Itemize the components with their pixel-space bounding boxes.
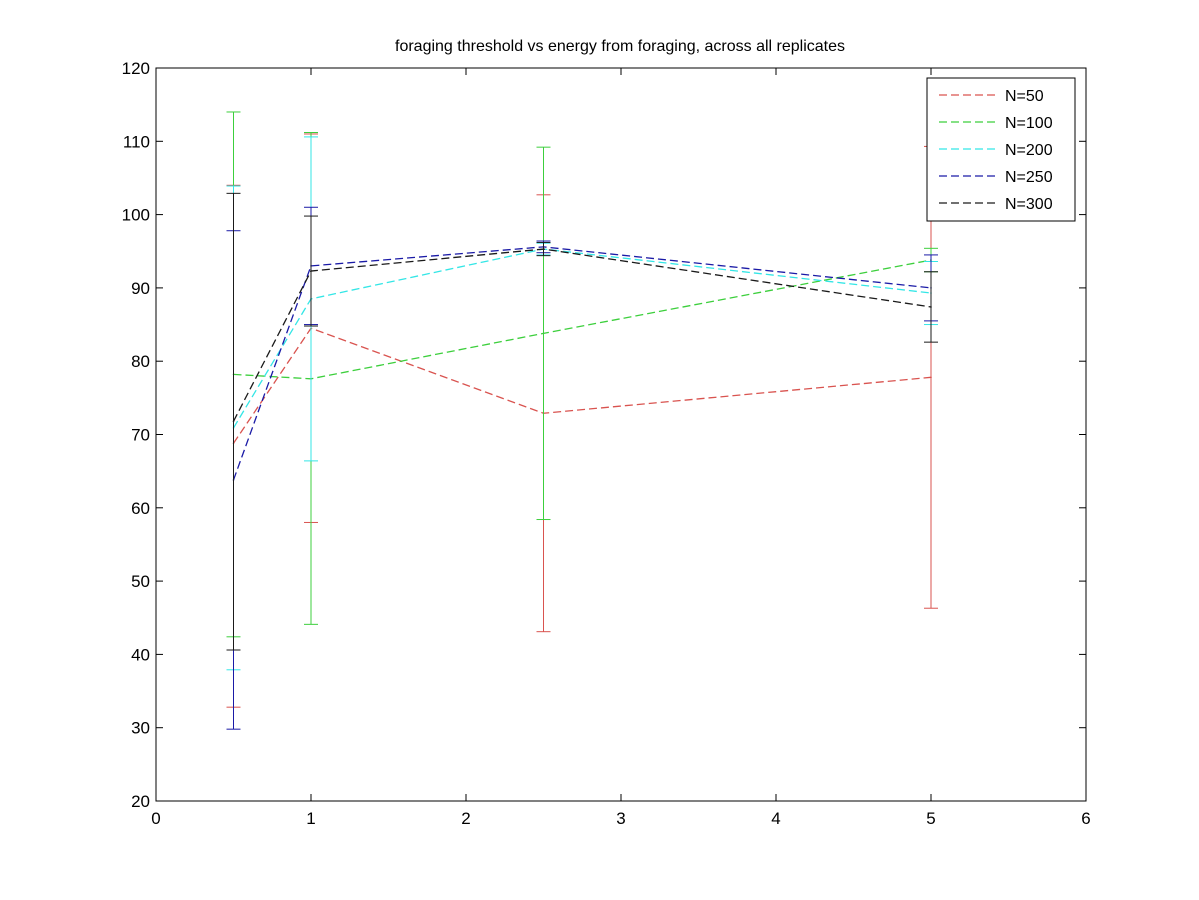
y-tick-label: 40 [131,645,150,664]
x-tick-label: 5 [926,809,935,828]
x-tick-label: 0 [151,809,160,828]
x-tick-label: 2 [461,809,470,828]
y-tick-label: 50 [131,572,150,591]
y-tick-label: 90 [131,279,150,298]
y-tick-label: 100 [122,206,150,225]
legend-label: N=100 [1005,115,1053,132]
data-point [930,306,932,308]
legend-label: N=300 [1005,196,1053,213]
x-tick-label: 1 [306,809,315,828]
series-line [233,259,932,380]
data-point [310,270,312,272]
legend-label: N=250 [1005,169,1053,186]
x-tick-label: 6 [1081,809,1090,828]
series-line [232,248,932,429]
legend-box [926,77,1076,222]
legend-label: N=50 [1005,88,1044,105]
y-tick-label: 30 [131,719,150,738]
y-tick-label: 20 [131,792,150,811]
legend: N=50 N=100 N=200 N=250 N=300 [926,77,1076,222]
series-N=200 [226,136,938,671]
legend-label: N=200 [1005,142,1053,159]
x-tick-label: 3 [616,809,625,828]
y-tick-label: 80 [131,352,150,371]
y-tick-label: 120 [122,59,150,78]
series-N=300 [226,192,938,651]
data-point [930,376,932,379]
plot-area [226,111,938,730]
x-tick-label: 4 [771,809,780,828]
data-point [542,332,545,335]
series-N=100 [226,111,938,638]
series-line [232,327,932,444]
series-N=50 [226,133,938,708]
series-line [232,248,932,422]
axis-ticks: 0 1 2 3 4 5 6 20 30 40 50 60 70 80 90 100 110 120 [122,59,1091,828]
y-tick-label: 60 [131,499,150,518]
y-tick-label: 110 [123,132,150,151]
chart-title: foraging threshold vs energy from foragi… [395,38,845,55]
y-tick-label: 70 [131,426,150,445]
series-line [232,246,932,481]
data-point [232,420,235,423]
data-point [542,248,545,250]
series-N=250 [226,206,938,730]
